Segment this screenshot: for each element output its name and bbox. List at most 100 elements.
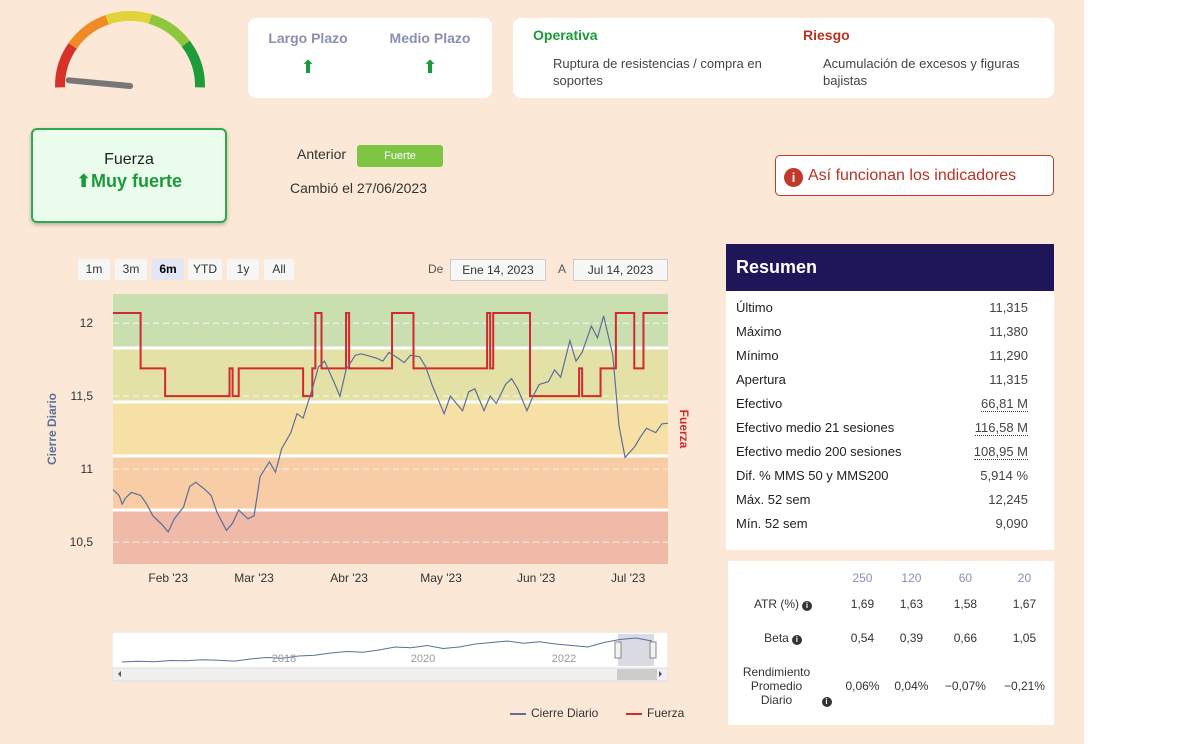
resumen-title: Resumen [726,244,1054,291]
chart-navigator[interactable]: 2018 2020 2022 [112,632,668,682]
resumen-row-label: Apertura [736,372,786,387]
navigator-handle-right [649,641,657,659]
speedometer-gauge-icon [55,11,205,89]
medio-plazo: Medio Plazo ⬆ [375,30,485,76]
beta-value: 0,54 [850,631,875,645]
indicators-info-label: Así funcionan los indicadores [808,167,1017,184]
chart-band [113,294,668,348]
y-tick-label: 11,5 [71,389,94,403]
resumen-row: Efectivo medio 200 sesiones 108,95 M [736,444,1028,460]
resumen-row: Máx. 52 sem 12,245 [736,492,1028,507]
navigator-year-label: 2020 [411,653,435,665]
resumen-row: Mín. 52 sem 9,090 [736,516,1028,531]
x-tick-label: Jun '23 [517,571,556,585]
gauge-segment [55,40,79,88]
indicators-info-button[interactable]: i Así funcionan los indicadores [775,155,1054,196]
riesgo-text: Acumulación de excesos y figuras bajista… [823,56,1020,88]
atr-value: 1,67 [1012,597,1037,611]
gauge-segment [105,11,155,25]
rendimiento-value: 0,06% [845,679,880,693]
atr-label: ATR (%) i [728,587,838,621]
x-tick-label: Feb '23 [148,571,188,585]
gauge-segment [68,14,112,50]
info-icon[interactable]: i [791,635,802,645]
arrow-up-icon: ⬆ [422,57,438,77]
beta-label: Beta i [728,621,838,655]
resumen-row: Mínimo 11,290 [736,348,1028,363]
rendimiento-value: −0,07% [944,679,986,693]
navigator-bg [112,632,668,669]
arrow-up-icon: ⬆ [300,57,316,77]
stats-header: 250 [852,571,873,585]
scroll-right-icon [659,671,662,677]
range-ytd-button[interactable]: YTD [188,259,222,280]
resumen-row-value: 11,380 [989,324,1028,339]
resumen-row: Efectivo 66,81 M [736,396,1028,412]
rendimiento-label-text: Rendimiento Promedio Diario [742,665,811,707]
rendimiento-label: Rendimiento Promedio Diario i [728,655,838,717]
range-all-button[interactable]: All [264,259,294,280]
range-1m-button[interactable]: 1m [78,259,110,280]
resumen-row-value: 11,290 [989,348,1028,363]
page-background: Largo Plazo ⬆ Medio Plazo ⬆ Operativa Ru… [0,0,1084,744]
range-6m-button[interactable]: 6m [152,259,184,280]
gauge-hub [127,83,133,89]
fuerza-series-line [113,311,668,398]
chart-band [113,348,668,402]
stats-header: 20 [1017,571,1032,585]
range-1y-button[interactable]: 1y [227,259,259,280]
rendimiento-row: Rendimiento Promedio Diario i 0,06% 0,04%… [728,655,1054,717]
anterior-badge: Fuerte [357,145,443,167]
beta-value: 0,39 [899,631,924,645]
beta-row: Beta i 0,54 0,39 0,66 1,05 [728,621,1054,655]
beta-value: 1,05 [1012,631,1037,645]
date-from-input[interactable]: Ene 14, 2023 [450,259,546,281]
gauge-segment [148,14,192,50]
legend-cierre[interactable]: Cierre Diario [510,706,598,720]
x-tick-label: May '23 [420,571,462,585]
operativa-text: Ruptura de resistencias / compra en sopo… [553,56,762,88]
fuerza-value: ⬆Muy fuerte [33,171,225,192]
resumen-row-value: 116,58 M [974,420,1028,436]
resumen-row-value: 66,81 M [981,396,1028,412]
rendimiento-value: 0,04% [894,679,929,693]
date-to-input[interactable]: Jul 14, 2023 [573,259,668,281]
stats-header: 60 [958,571,973,585]
resumen-row-value: 12,245 [988,492,1028,507]
info-icon[interactable]: i [802,601,813,611]
fuerza-value-text: Muy fuerte [91,171,183,191]
resumen-row-value: 108,95 M [973,444,1028,460]
scroll-left-icon [118,671,121,677]
resumen-row-label: Dif. % MMS 50 y MMS200 [736,468,889,483]
gauge-needle [65,77,133,89]
resumen-row-label: Efectivo medio 21 sesiones [736,420,895,435]
operativa-riesgo-card: Operativa Ruptura de resistencias / comp… [513,18,1054,98]
atr-row: ATR (%) i 1,69 1,63 1,58 1,67 [728,587,1054,621]
cambio-date: Cambió el 27/06/2023 [290,180,427,196]
legend-fuerza[interactable]: Fuerza [626,706,684,720]
date-to-label: A [558,262,567,276]
price-chart[interactable]: 10,5 11 11,5 12 Feb '23 Mar '23 Abr '23 May '23… [40,282,700,592]
atr-value: 1,58 [953,597,978,611]
navigator-year-label: 2018 [272,653,296,665]
largo-plazo-label: Largo Plazo [268,30,348,46]
resumen-row-label: Efectivo medio 200 sesiones [736,444,902,459]
resumen-row-label: Efectivo [736,396,783,411]
resumen-row: Último 11,315 [736,300,1028,315]
fuerza-label: Fuerza [104,151,154,168]
resumen-row-value: 11,315 [989,300,1028,315]
navigator-series-line [121,637,653,663]
resumen-row: Apertura 11,315 [736,372,1028,387]
cierre-series-line [112,315,669,533]
info-icon[interactable]: i [821,697,832,707]
y-tick-label: 10,5 [70,535,94,549]
date-from-label: De [428,262,444,276]
range-3m-button[interactable]: 3m [115,259,147,280]
chart-band [113,402,668,456]
resumen-row: Máximo 11,380 [736,324,1028,339]
legend-cierre-label: Cierre Diario [531,706,599,720]
resumen-panel: Resumen Último 11,315 Máximo 11,380 Mínimo 11… [726,244,1054,550]
fuerza-indicator: Fuerza ⬆Muy fuerte [31,128,227,223]
chart-band [113,510,668,564]
atr-value: 1,63 [899,597,924,611]
